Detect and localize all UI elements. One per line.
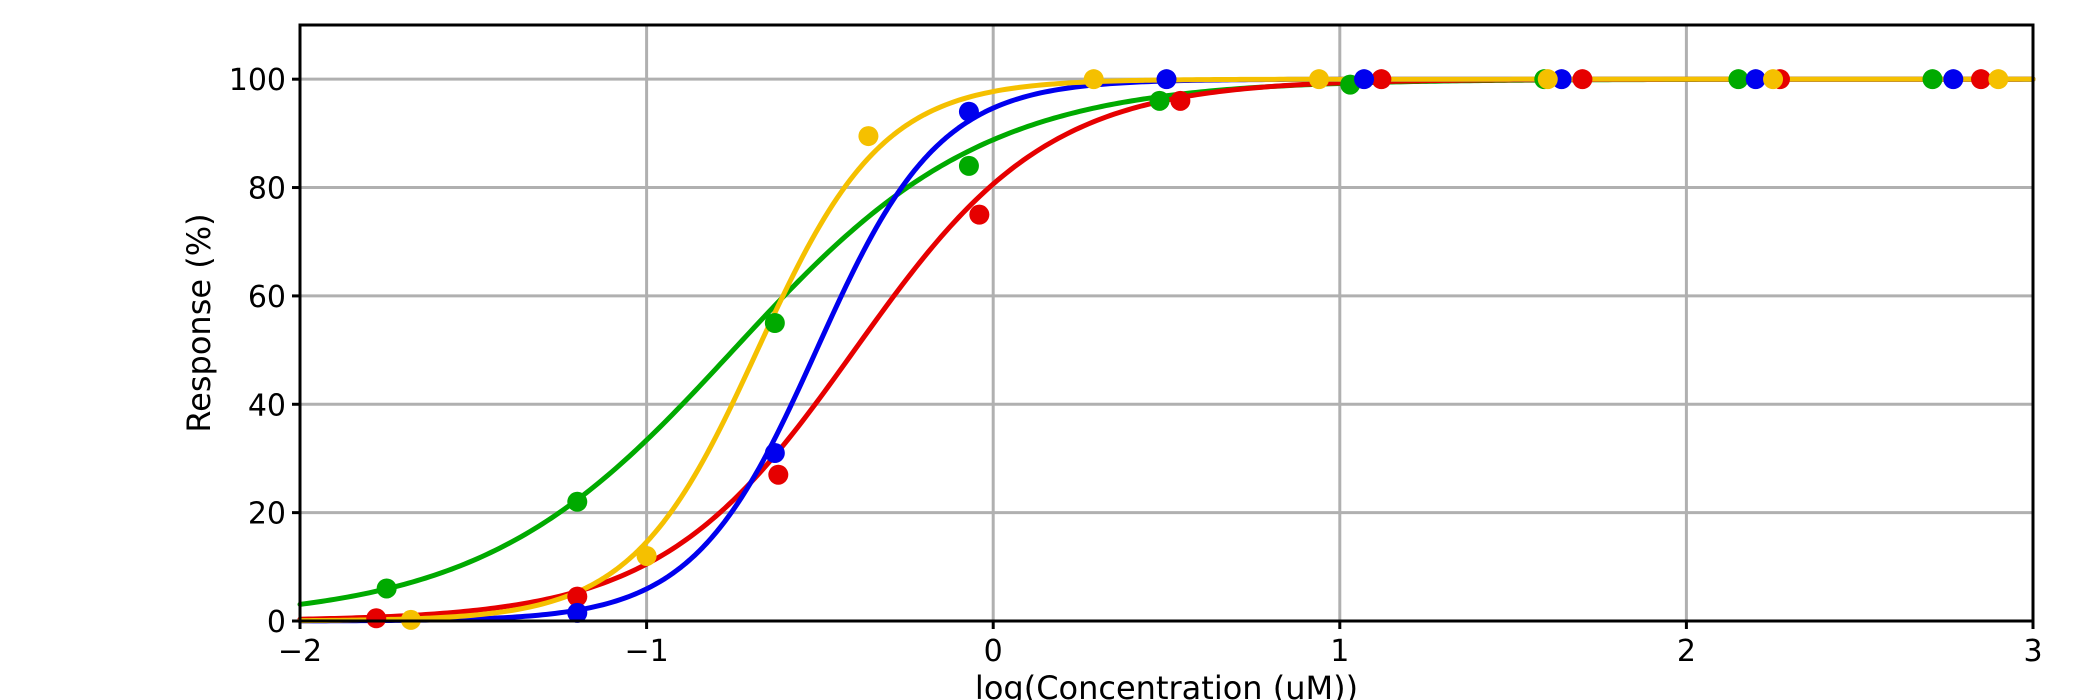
- data-point-0: [567, 491, 588, 512]
- data-point-0: [1149, 90, 1170, 111]
- data-point-2: [1354, 69, 1375, 90]
- y-tick-label: 100: [229, 63, 286, 98]
- y-tick-label: 0: [267, 605, 286, 640]
- data-point-1: [1572, 69, 1593, 90]
- data-point-1: [1371, 69, 1392, 90]
- y-tick-label: 80: [248, 172, 286, 207]
- x-tick-label: 3: [2023, 634, 2042, 669]
- x-tick-label: 1: [1330, 634, 1349, 669]
- data-point-2: [764, 443, 785, 464]
- data-point-0: [376, 578, 397, 599]
- fit-curve-3: [297, 76, 2036, 624]
- fit-curves: [297, 76, 2036, 624]
- data-point-3: [1763, 69, 1784, 90]
- data-point-0: [764, 313, 785, 333]
- data-point-2: [567, 602, 588, 623]
- x-tick-label: 2: [1677, 634, 1696, 669]
- axis-ticks: −2 −1 0 1 2 3 0 20 40 60 80 100: [229, 63, 2043, 669]
- data-point-2: [1551, 69, 1572, 90]
- y-tick-label: 20: [248, 497, 286, 532]
- data-point-1: [366, 608, 387, 629]
- data-point-3: [1537, 69, 1558, 90]
- data-point-0: [1728, 69, 1749, 90]
- data-point-2: [1943, 69, 1964, 90]
- data-point-0: [958, 155, 979, 176]
- y-axis-label: Response (%): [180, 213, 218, 432]
- data-point-1: [969, 204, 990, 225]
- x-axis-label: log(Concentration (uM)): [975, 669, 1358, 700]
- y-tick-label: 60: [248, 280, 286, 315]
- data-point-2: [1156, 69, 1177, 90]
- data-point-2: [1745, 69, 1766, 90]
- fit-curve-0: [297, 76, 2036, 607]
- data-point-0: [1922, 69, 1943, 90]
- fit-curve-2: [297, 76, 2036, 624]
- x-tick-label: −2: [278, 634, 322, 669]
- fit-curve-1: [297, 76, 2036, 622]
- data-point-2: [958, 101, 979, 122]
- gridlines: [298, 25, 2035, 623]
- plot-frame: [298, 23, 2035, 623]
- x-tick-label: −1: [624, 634, 668, 669]
- data-points: [366, 69, 2009, 630]
- data-point-1: [1170, 90, 1191, 111]
- y-tick-label: 40: [248, 388, 286, 423]
- data-point-1: [567, 586, 588, 607]
- data-point-3: [1083, 69, 1104, 90]
- data-point-1: [768, 464, 789, 485]
- x-tick-label: 0: [984, 634, 1003, 669]
- data-point-3: [1309, 69, 1330, 90]
- data-point-3: [858, 126, 879, 147]
- data-point-3: [636, 545, 657, 566]
- data-point-1: [1971, 69, 1992, 90]
- data-point-3: [1988, 69, 2009, 90]
